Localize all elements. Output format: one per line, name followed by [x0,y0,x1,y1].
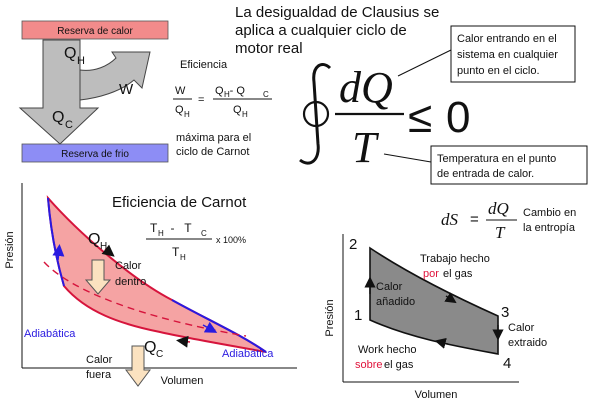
engine-qh-sub: H [77,55,85,67]
carnot-heat-out-1: Calor [86,354,113,366]
cycle-work-on-1: Work hecho [358,344,417,356]
carnot-qc: Q [144,339,156,356]
engine-qh-label: Q [64,45,76,62]
cycle-point-2: 2 [349,236,357,253]
carnot-qc-sub: C [156,349,163,360]
carnot-percent: x 100% [216,235,246,245]
integral-leq: ≤ [408,93,432,142]
page-title: La desigualdad de Clausius se aplica a c… [235,4,439,57]
entropy-label-2: la entropía [523,222,576,234]
carnot-diagram: Presión Volumen Eficiencia de Carnot Q H… [4,183,297,387]
efficiency-note-1: máxima para el [176,132,251,144]
integral-sign [299,63,332,165]
cycle-work-by-2: por [423,268,439,280]
cycle-diagram: Presión Volumen 1 2 3 4 Calor añadido Tr… [324,234,547,401]
cold-reservoir [21,143,169,163]
carnot-heat-out-2: fuera [86,369,112,381]
cycle-work-on-2: sobre [355,359,383,371]
hot-reservoir [21,20,169,40]
engine-qc-label: Q [52,109,64,126]
entropy-dq: dQ [488,199,509,218]
carnot-adiabatic-right-label: Adiabática [222,348,274,360]
heat-flow-arrow [18,39,100,145]
efficiency-w: W [175,85,186,97]
cold-reservoir-label: Reserva de frio [61,149,129,160]
efficiency-den-sub: H [242,110,248,119]
cycle-point-4: 4 [503,355,511,372]
callout-heat-in-3: punto en el ciclo. [457,65,540,77]
carnot-heat-in-2: dentro [115,276,146,288]
carnot-qh: Q [88,231,100,248]
cycle-ylabel: Presión [324,299,336,336]
carnot-adiabatic-left-label: Adiabática [24,328,76,340]
carnot-qh-sub: H [100,241,107,252]
cycle-heat-extracted-1: Calor [508,322,535,334]
entropy-t: T [495,223,506,242]
cycle-work-by-3: el gas [443,268,473,280]
hot-reservoir-label: Reserva de calor [57,26,133,37]
engine-qc-sub: C [65,119,73,131]
carnot-adiabatic-left [47,197,65,287]
cycle-heat-added-2: añadido [376,296,415,308]
title-line-1: La desigualdad de Clausius se [235,4,439,21]
efficiency-formula: Eficiencia W Q H = Q - Q H C Q H máxima … [173,59,272,158]
carnot-heat-out-arrow [125,345,151,387]
efficiency-label: Eficiencia [180,59,228,71]
work-output-arrow [79,51,151,101]
efficiency-qh-sub: H [184,110,190,119]
efficiency-note-2: ciclo de Carnot [176,146,249,158]
efficiency-num-sub-c: C [263,90,269,99]
callout-heat-in: Calor entrando en el sistema en cualquie… [397,25,576,83]
efficiency-num-sub-h: H [224,90,230,99]
integral-t: T [352,123,380,172]
cycle-point-1: 1 [354,307,362,324]
entropy-label-1: Cambio en [523,207,576,219]
carnot-num-sub-h: H [158,229,164,238]
carnot-den-sub: H [180,253,186,262]
callout-temperature-1: Temperatura en el punto [437,153,556,165]
title-line-2: aplica a cualquier ciclo de [235,22,407,39]
callout-heat-in-2: sistema en cualquier [457,49,558,61]
carnot-heat-in-arrow [84,259,112,295]
cycle-heat-extracted-2: extraido [508,337,547,349]
carnot-title: Eficiencia de Carnot [112,194,247,211]
cyclic-circle [302,100,330,128]
clausius-inequality: dQ T ≤ 0 [299,63,470,172]
efficiency-equals: = [198,94,204,106]
cycle-heat-added-1: Calor [376,281,403,293]
carnot-formula-num: T - T [150,221,192,235]
efficiency-numerator: Q - Q [215,85,245,97]
integral-dq: dQ [339,63,393,112]
callout-temperature-2: de entrada de calor. [437,168,534,180]
carnot-formula-den: T [172,245,180,259]
cycle-xlabel: Volumen [415,389,458,401]
carnot-num-sub-c: C [201,229,207,238]
heat-engine-schematic: Reserva de calor Reserva de frio Q H W Q… [18,20,169,163]
entropy-formula: dS = dQ T Cambio en la entropía [441,199,576,242]
entropy-ds: dS [441,210,459,229]
carnot-ylabel: Presión [4,231,16,268]
carnot-xlabel: Volumen [161,375,204,387]
efficiency-qh: Q [175,104,184,116]
efficiency-denominator: Q [233,104,242,116]
entropy-eq: = [470,211,479,228]
title-line-3: motor real [235,40,303,57]
carnot-heat-in-1: Calor [115,260,142,272]
cycle-point-3: 3 [501,304,509,321]
cycle-work-on-3: el gas [384,359,414,371]
integral-zero: 0 [446,93,470,142]
cycle-work-by-1: Trabajo hecho [420,253,490,265]
carnot-adiabatic-right [171,299,267,353]
engine-w-label: W [119,81,134,98]
callout-temperature: Temperatura en el punto de entrada de ca… [383,145,588,185]
callout-heat-in-1: Calor entrando en el [457,33,557,45]
